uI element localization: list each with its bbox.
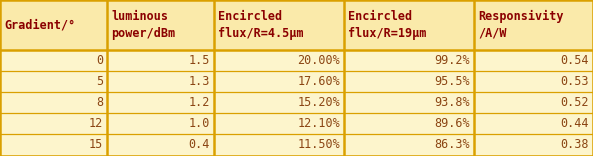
Text: 12: 12 bbox=[89, 117, 103, 130]
Text: 1.0: 1.0 bbox=[189, 117, 210, 130]
Text: Encircled
flux/R=19μm: Encircled flux/R=19μm bbox=[348, 10, 426, 40]
Text: 1.5: 1.5 bbox=[189, 54, 210, 67]
Text: 0.44: 0.44 bbox=[560, 117, 589, 130]
Text: 0.4: 0.4 bbox=[189, 138, 210, 151]
Bar bbox=[0, 0, 593, 50]
Text: 99.2%: 99.2% bbox=[435, 54, 470, 67]
Bar bbox=[0, 113, 593, 134]
Text: 15.20%: 15.20% bbox=[297, 96, 340, 109]
Text: 17.60%: 17.60% bbox=[297, 75, 340, 88]
Text: 0.38: 0.38 bbox=[560, 138, 589, 151]
Text: 0.54: 0.54 bbox=[560, 54, 589, 67]
Text: Gradient/°: Gradient/° bbox=[4, 19, 75, 32]
Text: 8: 8 bbox=[96, 96, 103, 109]
Text: 0.53: 0.53 bbox=[560, 75, 589, 88]
Text: 0.52: 0.52 bbox=[560, 96, 589, 109]
Bar bbox=[0, 71, 593, 92]
Text: Responsivity
/A/W: Responsivity /A/W bbox=[478, 10, 563, 40]
Text: 20.00%: 20.00% bbox=[297, 54, 340, 67]
Text: 15: 15 bbox=[89, 138, 103, 151]
Text: luminous
power/dBm: luminous power/dBm bbox=[111, 10, 175, 40]
Text: 12.10%: 12.10% bbox=[297, 117, 340, 130]
Text: 0: 0 bbox=[96, 54, 103, 67]
Text: 1.3: 1.3 bbox=[189, 75, 210, 88]
Bar bbox=[0, 134, 593, 155]
Text: 93.8%: 93.8% bbox=[435, 96, 470, 109]
Text: 1.2: 1.2 bbox=[189, 96, 210, 109]
Text: 11.50%: 11.50% bbox=[297, 138, 340, 151]
Bar bbox=[0, 50, 593, 71]
Bar bbox=[0, 92, 593, 113]
Text: 89.6%: 89.6% bbox=[435, 117, 470, 130]
Text: 5: 5 bbox=[96, 75, 103, 88]
Text: 86.3%: 86.3% bbox=[435, 138, 470, 151]
Text: 95.5%: 95.5% bbox=[435, 75, 470, 88]
Text: Encircled
flux/R=4.5μm: Encircled flux/R=4.5μm bbox=[218, 10, 304, 40]
